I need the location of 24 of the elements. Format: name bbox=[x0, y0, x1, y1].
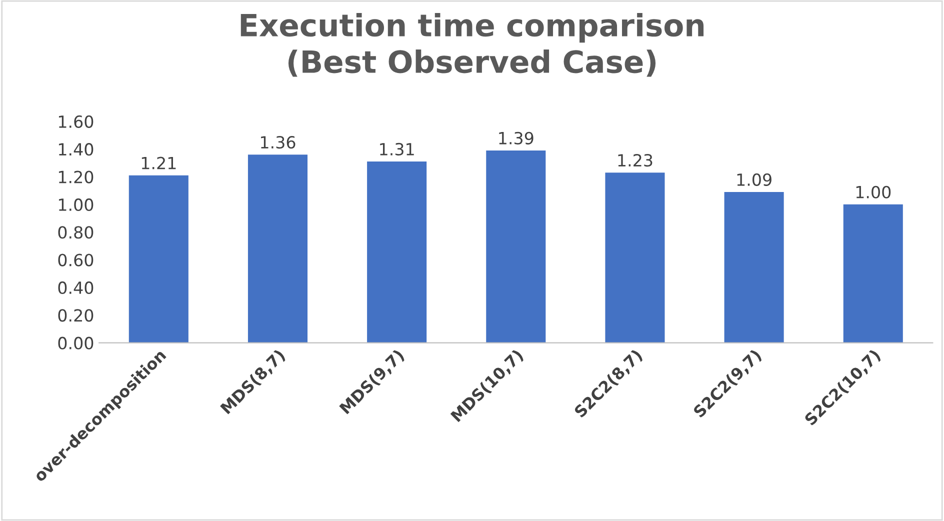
bar bbox=[724, 192, 784, 343]
y-tick-label: 0.80 bbox=[58, 226, 94, 239]
y-tick-label: 1.40 bbox=[58, 143, 94, 156]
data-label: 1.09 bbox=[737, 173, 772, 186]
y-tick-label: 0.20 bbox=[58, 309, 94, 322]
data-label: 1.23 bbox=[618, 154, 652, 167]
y-tick-label: 0.60 bbox=[58, 254, 94, 266]
data-label: 1.36 bbox=[261, 136, 296, 149]
y-tick-label: 1.60 bbox=[58, 115, 94, 128]
bar bbox=[367, 162, 427, 343]
y-tick-label: 0.40 bbox=[58, 281, 94, 294]
y-tick-label: 0.00 bbox=[58, 336, 94, 350]
bar bbox=[843, 204, 903, 343]
data-label: 1.21 bbox=[142, 156, 176, 170]
bar bbox=[128, 175, 188, 343]
y-tick-label: 1.20 bbox=[58, 170, 94, 184]
bar bbox=[605, 172, 665, 343]
chart-title: Execution time comparison (Best Observed Case) bbox=[240, 13, 704, 77]
y-tick-label: 1.00 bbox=[58, 198, 94, 211]
data-label: 1.31 bbox=[380, 142, 414, 156]
bar bbox=[248, 154, 308, 343]
bar bbox=[486, 150, 546, 343]
data-label: 1.39 bbox=[499, 132, 534, 144]
data-label: 1.00 bbox=[856, 186, 891, 198]
